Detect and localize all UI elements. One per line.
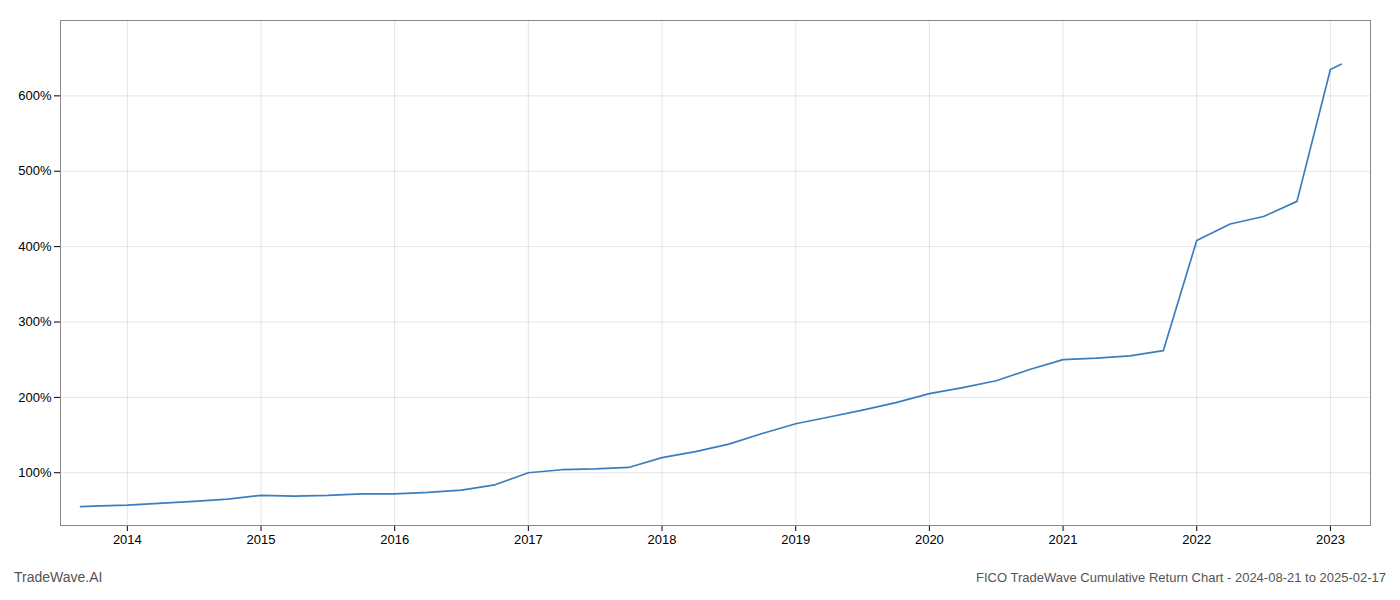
- html-text:TradeWave.AI: TradeWave.AI: [14, 569, 103, 585]
- svg-text:2021: 2021: [1049, 532, 1078, 547]
- svg-text:2014: 2014: [113, 532, 142, 547]
- svg-text:500%: 500%: [18, 163, 52, 178]
- svg-text:2022: 2022: [1182, 532, 1211, 547]
- svg-text:2015: 2015: [247, 532, 276, 547]
- svg-text:2023: 2023: [1316, 532, 1345, 547]
- svg-text:400%: 400%: [18, 239, 52, 254]
- svg-text:2017: 2017: [514, 532, 543, 547]
- svg-text:100%: 100%: [18, 465, 52, 480]
- svg-text:200%: 200%: [18, 390, 52, 405]
- html-text:FICO TradeWave Cumulative Retu: FICO TradeWave Cumulative Return Chart -…: [976, 570, 1386, 585]
- svg-text:2018: 2018: [648, 532, 677, 547]
- svg-text:300%: 300%: [18, 314, 52, 329]
- svg-text:2016: 2016: [380, 532, 409, 547]
- svg-text:2020: 2020: [915, 532, 944, 547]
- svg-text:2019: 2019: [781, 532, 810, 547]
- svg-text:600%: 600%: [18, 88, 52, 103]
